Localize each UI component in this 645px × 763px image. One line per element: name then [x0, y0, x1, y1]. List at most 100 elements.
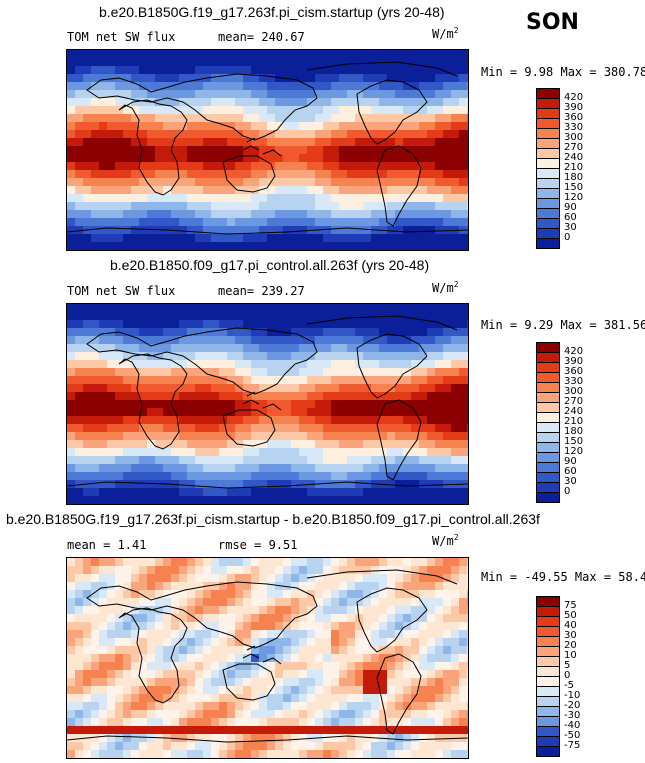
map-cell: [323, 488, 332, 497]
map-cell: [139, 58, 148, 67]
map-cell: [387, 574, 396, 583]
map-cell: [227, 464, 236, 473]
map-cell: [331, 210, 340, 219]
map-cell: [275, 360, 284, 369]
map-cell: [163, 242, 172, 250]
map-cell: [91, 242, 100, 250]
map-cell: [235, 646, 244, 655]
map-cell: [379, 376, 388, 385]
map-cell: [195, 480, 204, 489]
map-cell: [243, 670, 252, 679]
map-cell: [331, 218, 340, 227]
map-cell: [147, 194, 156, 203]
map-cell: [115, 734, 124, 743]
map-cell: [75, 558, 84, 567]
map-cell: [443, 186, 452, 195]
map-cell: [243, 304, 252, 313]
map-cell: [411, 440, 420, 449]
map-cell: [275, 718, 284, 727]
map-cell: [251, 162, 260, 171]
map-cell: [211, 400, 220, 409]
map-cell: [155, 598, 164, 607]
map-cell: [283, 662, 292, 671]
map-cell: [435, 670, 444, 679]
map-cell: [139, 146, 148, 155]
map-cell: [171, 590, 180, 599]
panel-3-units: W/m2: [432, 533, 459, 548]
map-cell: [267, 566, 276, 575]
map-cell: [219, 312, 228, 321]
map-cell: [147, 90, 156, 99]
map-cell: [283, 638, 292, 647]
map-cell: [115, 82, 124, 91]
map-cell: [459, 654, 468, 663]
map-cell: [387, 106, 396, 115]
map-cell: [403, 726, 412, 735]
map-cell: [435, 218, 444, 227]
map-cell: [99, 50, 108, 59]
map-cell: [283, 138, 292, 147]
map-cell: [179, 400, 188, 409]
map-cell: [411, 384, 420, 393]
map-cell: [291, 702, 300, 711]
map-cell: [331, 448, 340, 457]
map-cell: [251, 424, 260, 433]
map-cell: [291, 416, 300, 425]
map-cell: [107, 432, 116, 441]
map-cell: [219, 678, 228, 687]
map-cell: [331, 742, 340, 751]
map-cell: [411, 432, 420, 441]
map-cell: [363, 590, 372, 599]
map-cell: [387, 464, 396, 473]
map-cell: [459, 82, 468, 91]
map-cell: [283, 702, 292, 711]
map-cell: [387, 646, 396, 655]
map-cell: [275, 710, 284, 719]
map-cell: [251, 488, 260, 497]
map-cell: [363, 162, 372, 171]
map-cell: [139, 710, 148, 719]
map-cell: [115, 488, 124, 497]
map-cell: [427, 146, 436, 155]
map-cell: [307, 718, 316, 727]
map-cell: [67, 162, 76, 171]
map-cell: [451, 360, 460, 369]
map-cell: [451, 424, 460, 433]
map-cell: [467, 210, 468, 219]
map-cell: [91, 194, 100, 203]
map-cell: [195, 106, 204, 115]
map-cell: [91, 686, 100, 695]
map-cell: [395, 234, 404, 243]
map-cell: [419, 702, 428, 711]
map-cell: [115, 606, 124, 615]
map-cell: [315, 376, 324, 385]
map-cell: [211, 662, 220, 671]
map-cell: [243, 464, 252, 473]
map-cell: [99, 662, 108, 671]
map-cell: [379, 614, 388, 623]
map-cell: [187, 742, 196, 751]
map-cell: [211, 734, 220, 743]
map-cell: [115, 234, 124, 243]
map-cell: [411, 194, 420, 203]
map-cell: [187, 456, 196, 465]
map-cell: [339, 384, 348, 393]
map-cell: [251, 750, 260, 758]
map-cell: [235, 726, 244, 735]
coastline: [356, 79, 428, 145]
map-cell: [339, 472, 348, 481]
map-cell: [331, 234, 340, 243]
map-cell: [267, 138, 276, 147]
map-cell: [179, 392, 188, 401]
map-cell: [339, 106, 348, 115]
map-cell: [179, 344, 188, 353]
map-cell: [235, 146, 244, 155]
map-cell: [155, 702, 164, 711]
map-cell: [139, 368, 148, 377]
map-cell: [403, 408, 412, 417]
map-cell: [211, 432, 220, 441]
map-cell: [331, 336, 340, 345]
map-cell: [139, 742, 148, 751]
map-cell: [139, 360, 148, 369]
map-cell: [235, 638, 244, 647]
